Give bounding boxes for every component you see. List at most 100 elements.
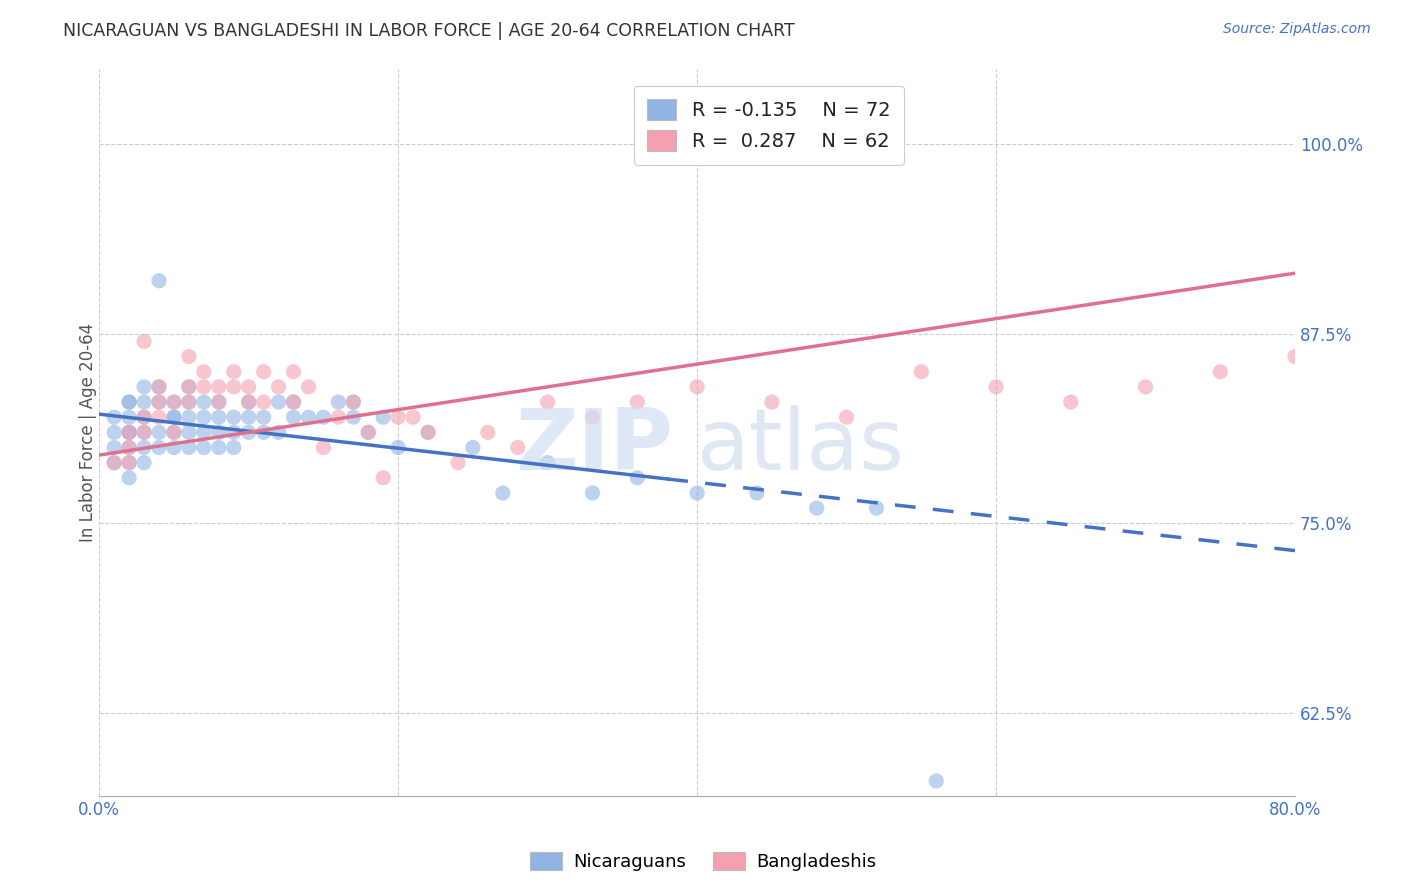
Point (835, 410, 858, 425)
Point (208, 441, 231, 455)
Point (222, 425, 245, 440)
Point (312, 410, 335, 425)
Point (297, 410, 319, 425)
Point (148, 395, 170, 409)
Point (357, 425, 380, 440)
Y-axis label: In Labor Force | Age 20-64: In Labor Force | Age 20-64 (79, 323, 97, 542)
Point (910, 365, 932, 379)
Point (222, 380, 245, 394)
Text: NICARAGUAN VS BANGLADESHI IN LABOR FORCE | AGE 20-64 CORRELATION CHART: NICARAGUAN VS BANGLADESHI IN LABOR FORCE… (63, 22, 794, 40)
Point (177, 380, 200, 394)
Point (283, 410, 305, 425)
Point (103, 441, 125, 455)
Point (163, 410, 186, 425)
Point (208, 395, 231, 409)
Point (238, 380, 260, 394)
Point (238, 425, 260, 440)
Point (132, 425, 155, 440)
Point (118, 456, 141, 470)
Point (208, 410, 231, 425)
Text: ZIP: ZIP (516, 405, 673, 489)
Point (132, 380, 155, 394)
Point (132, 395, 155, 409)
Point (132, 456, 155, 470)
Point (222, 441, 245, 455)
Point (626, 395, 648, 409)
Point (148, 380, 170, 394)
Point (118, 410, 141, 425)
Point (148, 380, 170, 394)
Point (686, 486, 709, 500)
Point (253, 410, 276, 425)
Point (118, 425, 141, 440)
Point (253, 395, 276, 409)
Point (163, 441, 186, 455)
Point (581, 410, 603, 425)
Point (132, 441, 155, 455)
Point (177, 441, 200, 455)
Point (461, 441, 484, 455)
Point (118, 395, 141, 409)
Point (148, 410, 170, 425)
Point (118, 441, 141, 455)
Point (387, 441, 409, 455)
Point (103, 410, 125, 425)
Text: Source: ZipAtlas.com: Source: ZipAtlas.com (1223, 22, 1371, 37)
Point (312, 441, 335, 455)
Point (416, 425, 439, 440)
Point (297, 380, 319, 394)
Point (177, 425, 200, 440)
Point (342, 395, 364, 409)
Point (328, 410, 350, 425)
Point (118, 456, 141, 470)
Point (536, 456, 558, 470)
Point (1135, 380, 1157, 394)
Point (193, 365, 215, 379)
Point (238, 395, 260, 409)
Point (416, 425, 439, 440)
Point (477, 425, 499, 440)
Point (447, 456, 470, 470)
Point (1358, 350, 1381, 364)
Point (177, 350, 200, 364)
Point (193, 441, 215, 455)
Point (865, 501, 887, 516)
Point (208, 425, 231, 440)
Point (387, 410, 409, 425)
Point (208, 380, 231, 394)
Point (267, 395, 290, 409)
Point (536, 395, 558, 409)
Point (163, 425, 186, 440)
Point (1209, 365, 1232, 379)
Point (148, 425, 170, 440)
Point (222, 410, 245, 425)
Point (373, 471, 395, 485)
Point (283, 395, 305, 409)
Point (1284, 350, 1306, 364)
Point (177, 395, 200, 409)
Point (103, 456, 125, 470)
Point (163, 395, 186, 409)
Point (193, 395, 215, 409)
Point (283, 365, 305, 379)
Point (118, 471, 141, 485)
Point (253, 365, 276, 379)
Point (148, 274, 170, 288)
Point (193, 380, 215, 394)
Point (103, 425, 125, 440)
Point (132, 334, 155, 349)
Text: atlas: atlas (697, 405, 905, 489)
Point (925, 774, 948, 789)
Point (581, 486, 603, 500)
Point (163, 425, 186, 440)
Point (132, 425, 155, 440)
Point (357, 425, 380, 440)
Point (193, 425, 215, 440)
Point (492, 486, 515, 500)
Point (342, 395, 364, 409)
Point (328, 395, 350, 409)
Point (132, 410, 155, 425)
Legend: Nicaraguans, Bangladeshis: Nicaraguans, Bangladeshis (523, 846, 883, 879)
Point (373, 410, 395, 425)
Point (342, 410, 364, 425)
